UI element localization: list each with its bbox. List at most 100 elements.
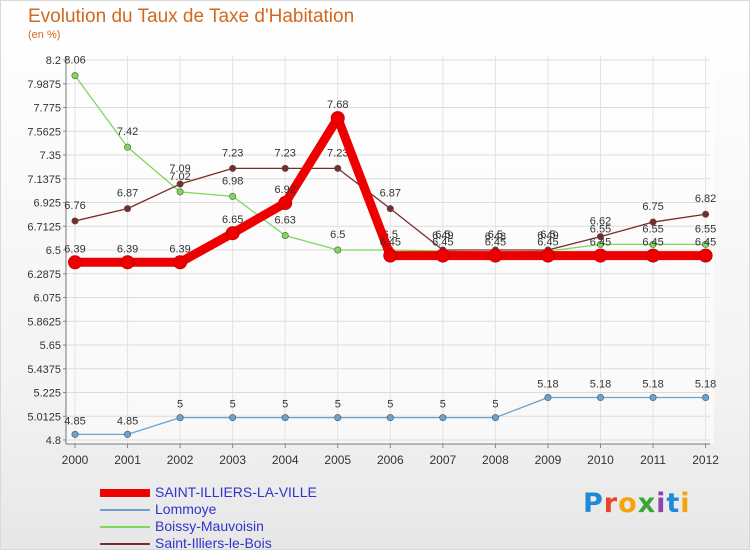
- data-label: 5.18: [642, 379, 663, 391]
- y-tick-label: 6.7125: [27, 221, 61, 233]
- data-label: 6.5: [540, 229, 555, 241]
- data-point: [698, 248, 713, 263]
- y-tick-label: 8.2: [46, 55, 61, 67]
- data-label: 5: [282, 399, 288, 411]
- data-point: [124, 430, 132, 438]
- data-label: 6.45: [432, 237, 453, 249]
- data-label: 5: [230, 399, 236, 411]
- proxiti-logo: Proxiti: [583, 488, 691, 519]
- x-tick-label: 2007: [429, 453, 456, 467]
- legend-swatch: [100, 489, 150, 497]
- data-label: 7.42: [117, 126, 138, 138]
- data-label: 6.62: [590, 216, 611, 228]
- data-point: [278, 196, 293, 211]
- data-point: [281, 231, 289, 239]
- data-label: 7.02: [169, 171, 190, 183]
- data-point: [225, 226, 240, 241]
- data-label: 6.55: [642, 223, 663, 235]
- data-point: [488, 248, 503, 263]
- data-point: [173, 255, 188, 270]
- x-tick-label: 2000: [62, 453, 89, 467]
- data-point: [120, 255, 135, 270]
- data-label: 6.92: [274, 184, 295, 196]
- data-point: [71, 72, 79, 80]
- data-label: 6.76: [64, 200, 85, 212]
- data-label: 5: [177, 399, 183, 411]
- data-point: [281, 164, 289, 172]
- y-tick-label: 6.5: [46, 245, 61, 257]
- legend-label: SAINT-ILLIERS-LA-VILLE: [155, 484, 317, 500]
- y-tick-label: 5.225: [33, 388, 61, 400]
- data-point: [229, 414, 237, 422]
- data-point: [334, 246, 342, 254]
- y-tick-label: 5.4375: [27, 364, 61, 376]
- data-point: [596, 233, 604, 241]
- data-point: [649, 394, 657, 402]
- data-point: [229, 164, 237, 172]
- data-point: [435, 248, 450, 263]
- data-point: [334, 164, 342, 172]
- data-point: [702, 394, 710, 402]
- data-point: [646, 248, 661, 263]
- y-tick-label: 5.8625: [27, 316, 61, 328]
- legend-label: Saint-Illiers-le-Bois: [155, 535, 272, 551]
- data-point: [124, 205, 132, 213]
- data-label: 6.55: [695, 223, 716, 235]
- x-tick-label: 2001: [114, 453, 141, 467]
- data-point: [176, 414, 184, 422]
- data-label: 6.82: [695, 193, 716, 205]
- y-tick-label: 5.65: [40, 340, 61, 352]
- legend-swatch: [100, 526, 150, 528]
- x-tick-label: 2006: [377, 453, 404, 467]
- x-tick-label: 2011: [640, 453, 666, 467]
- data-label: 6.45: [590, 237, 611, 249]
- data-label: 6.5: [435, 229, 450, 241]
- data-point: [491, 414, 499, 422]
- data-point: [702, 240, 710, 248]
- data-point: [176, 180, 184, 188]
- x-tick-label: 2008: [482, 453, 509, 467]
- data-label: 8.06: [64, 55, 85, 67]
- data-point: [68, 255, 82, 270]
- data-point: [383, 248, 398, 263]
- data-label: 6.45: [642, 237, 663, 249]
- data-point: [596, 240, 604, 248]
- data-point: [330, 111, 345, 126]
- legend-label: Lommoye: [155, 501, 217, 517]
- y-tick-label: 5.0125: [27, 411, 61, 423]
- data-label: 6.5: [330, 229, 345, 241]
- y-tick-label: 7.35: [40, 150, 61, 162]
- data-point: [386, 205, 394, 213]
- data-label: 6.49: [537, 230, 558, 242]
- x-tick-label: 2009: [535, 453, 562, 467]
- chart-subtitle: (en %): [28, 29, 61, 41]
- data-label: 6.39: [169, 243, 190, 255]
- data-point: [596, 394, 604, 402]
- data-point: [386, 414, 394, 422]
- data-label: 6.63: [274, 214, 295, 226]
- data-point: [71, 430, 79, 438]
- data-label: 5: [492, 399, 498, 411]
- data-point: [124, 143, 132, 151]
- data-point: [281, 414, 289, 422]
- legend-swatch: [100, 543, 150, 545]
- data-label: 4.85: [64, 415, 85, 427]
- x-tick-label: 2005: [324, 453, 351, 467]
- data-label: 5.18: [590, 379, 611, 391]
- data-label: 7.23: [327, 147, 348, 159]
- data-label: 5: [335, 399, 341, 411]
- data-point: [334, 414, 342, 422]
- data-label: 6.87: [380, 188, 401, 200]
- y-tick-label: 6.075: [33, 293, 61, 305]
- y-tick-label: 7.775: [33, 103, 61, 115]
- x-tick-label: 2003: [219, 453, 246, 467]
- data-label: 5.18: [537, 379, 558, 391]
- data-label: 6.5: [488, 229, 503, 241]
- x-tick-label: 2004: [272, 453, 299, 467]
- data-label: 6.49: [432, 230, 453, 242]
- data-label: 5: [440, 399, 446, 411]
- data-label: 6.75: [642, 201, 663, 213]
- y-tick-label: 6.925: [33, 198, 61, 210]
- data-label: 7.09: [169, 163, 190, 175]
- data-label: 7.23: [274, 147, 295, 159]
